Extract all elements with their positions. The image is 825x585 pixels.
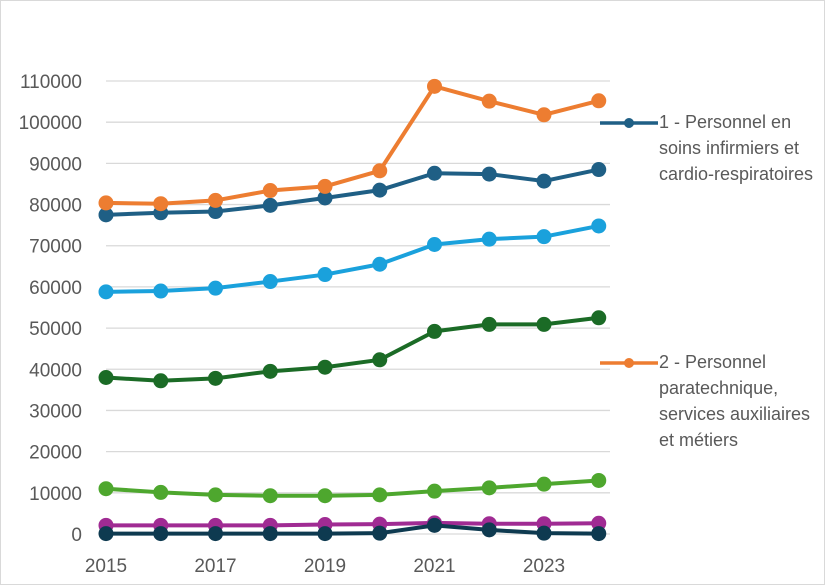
data-point-series-4	[536, 316, 552, 332]
data-point-series-2	[536, 107, 552, 123]
data-point-series-1	[372, 182, 388, 198]
data-point-series-1	[262, 197, 278, 213]
data-point-series-3	[536, 229, 552, 245]
data-point-series-1	[208, 204, 223, 220]
data-point-series-2	[427, 78, 442, 94]
y-tick-label: 70000	[29, 237, 82, 258]
data-point-series-4	[208, 370, 223, 386]
x-tick-label: 2017	[194, 556, 236, 577]
data-point-series-4	[591, 310, 607, 326]
data-point-series-2	[208, 192, 223, 208]
legend-marker-1	[600, 118, 658, 128]
data-point-series-2	[591, 93, 607, 109]
data-point-series-3	[98, 284, 114, 300]
data-point-series-1	[427, 165, 442, 181]
data-point-series-1	[317, 190, 333, 206]
data-point-series-7	[372, 525, 388, 541]
data-point-series-2	[372, 163, 388, 179]
data-point-series-2	[481, 93, 497, 109]
data-point-series-3	[372, 256, 388, 272]
series-line-4	[105, 315, 599, 383]
data-point-series-7	[317, 526, 333, 542]
legend-marker-2	[600, 358, 658, 368]
series-line-1	[105, 167, 600, 217]
data-point-series-7	[153, 526, 169, 542]
series-line-3	[105, 223, 600, 294]
x-tick-label: 2023	[523, 556, 565, 577]
data-point-series-5	[591, 472, 607, 488]
data-point-series-7	[536, 525, 552, 541]
data-point-series-2	[317, 178, 333, 194]
data-point-series-4	[372, 352, 388, 368]
data-point-series-7	[427, 517, 442, 533]
legend-label-2: 2 - Personnel paratechnique, services au…	[659, 352, 811, 450]
data-point-series-5	[153, 484, 169, 500]
data-point-series-2	[153, 196, 169, 212]
data-point-series-3	[153, 283, 169, 299]
data-point-series-2	[262, 183, 278, 199]
data-point-series-1	[98, 207, 114, 223]
legend-label-1: 1 - Personnel en soins infirmiers et car…	[659, 112, 814, 184]
y-tick-label: 50000	[29, 319, 82, 340]
y-tick-label: 110000	[20, 72, 82, 93]
data-point-series-3	[262, 274, 278, 290]
y-tick-label: 10000	[29, 484, 82, 505]
data-point-series-4	[153, 373, 169, 389]
data-point-series-5	[536, 476, 552, 492]
data-point-series-5	[427, 483, 442, 499]
data-point-series-7	[591, 526, 607, 542]
data-point-series-5	[372, 487, 388, 503]
series-line-2	[105, 84, 600, 206]
data-point-series-7	[98, 526, 114, 542]
data-point-series-3	[208, 280, 223, 296]
data-point-series-5	[262, 488, 278, 504]
data-point-series-5	[481, 480, 497, 496]
data-point-series-1	[536, 173, 552, 189]
data-point-series-3	[427, 236, 442, 252]
data-point-series-5	[208, 487, 223, 503]
y-tick-label: 90000	[29, 154, 82, 175]
data-point-series-7	[262, 526, 278, 542]
data-point-series-4	[427, 323, 442, 339]
y-tick-label: 60000	[29, 278, 82, 299]
series-line-7	[106, 523, 599, 536]
data-point-series-1	[481, 166, 497, 182]
data-point-series-3	[317, 267, 333, 283]
y-tick-label: 40000	[29, 360, 82, 381]
y-tick-label: 20000	[29, 443, 82, 464]
series-line-6	[106, 520, 599, 528]
data-point-series-4	[98, 370, 114, 386]
y-tick-label: 0	[71, 525, 82, 546]
y-tick-label: 30000	[29, 401, 82, 422]
data-point-series-7	[208, 526, 223, 542]
y-tick-label: 80000	[29, 196, 82, 217]
x-tick-label: 2019	[304, 556, 346, 577]
x-tick-label: 2015	[85, 556, 127, 577]
data-point-series-4	[262, 363, 278, 379]
data-point-series-4	[481, 316, 497, 332]
data-point-series-7	[481, 522, 497, 538]
data-point-series-3	[481, 231, 497, 247]
data-point-series-1	[591, 162, 607, 178]
series-line-5	[105, 478, 599, 498]
data-point-series-6	[591, 515, 607, 531]
data-point-series-5	[317, 488, 333, 504]
data-point-series-5	[98, 481, 114, 497]
x-tick-label: 2021	[413, 556, 455, 577]
data-point-series-4	[317, 359, 333, 375]
data-point-series-2	[98, 195, 114, 211]
y-tick-label: 100000	[19, 113, 82, 134]
data-point-series-3	[591, 218, 607, 234]
